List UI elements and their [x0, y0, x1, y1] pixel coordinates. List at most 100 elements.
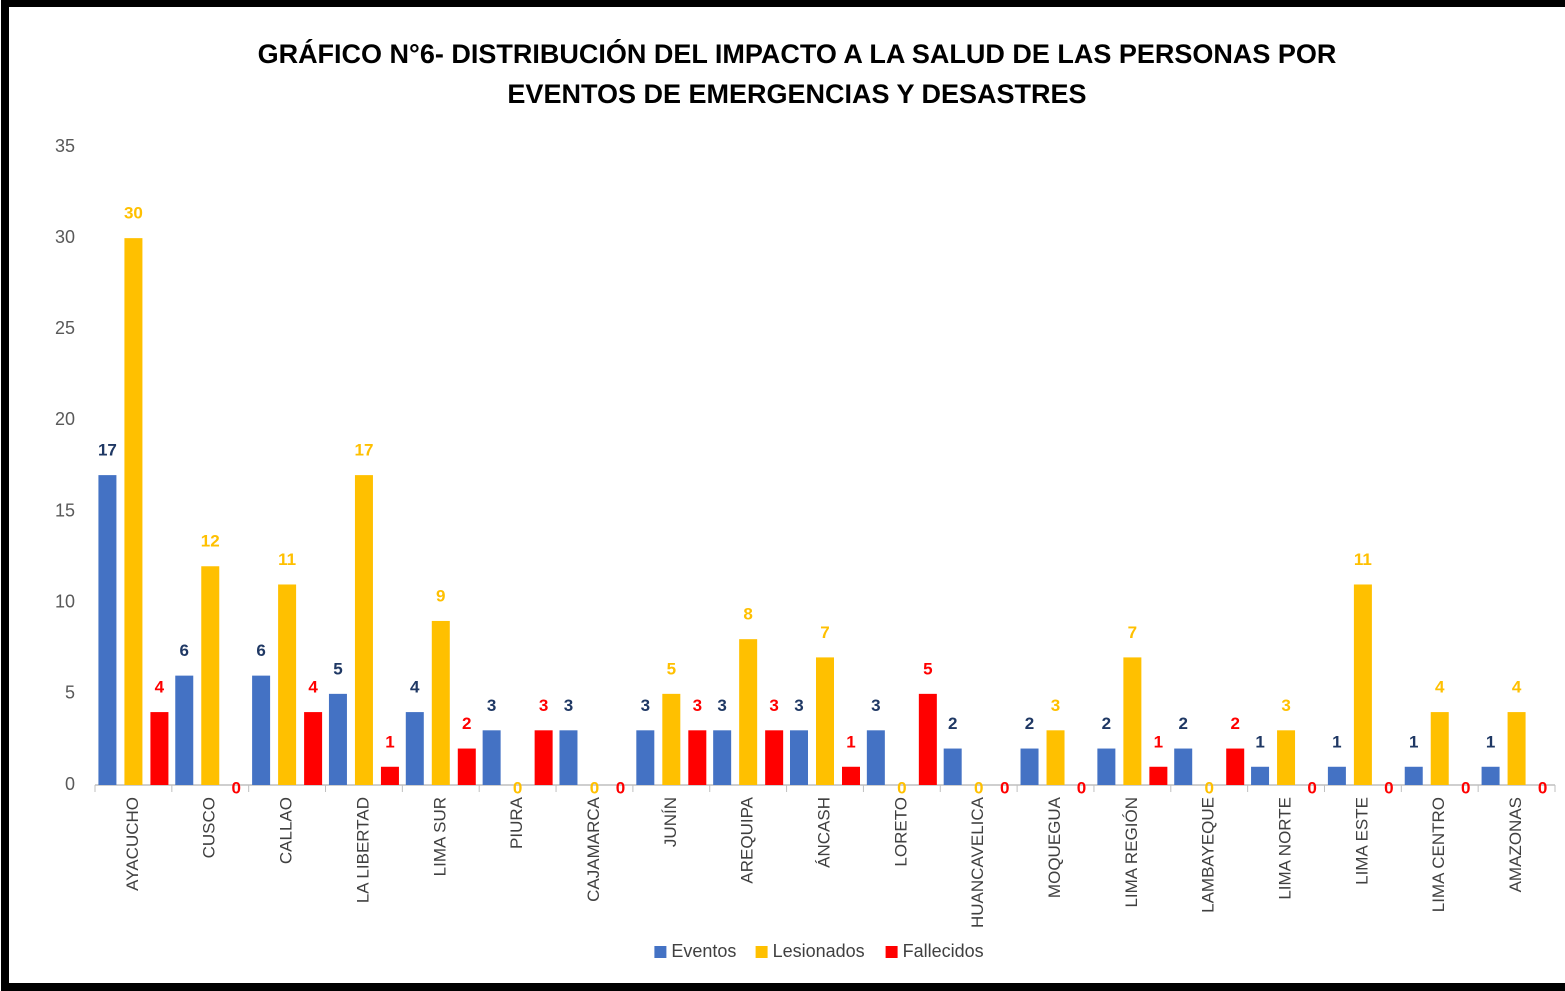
bar: [201, 566, 220, 785]
data-label: 4: [1435, 678, 1445, 697]
data-label: 1: [846, 732, 855, 751]
bar: [457, 748, 476, 785]
data-label: 6: [180, 641, 189, 660]
bar: [431, 620, 450, 785]
x-tick-label: CAJAMARCA: [584, 796, 603, 902]
legend-label: Eventos: [671, 941, 736, 961]
data-label: 4: [308, 678, 318, 697]
bar: [1226, 748, 1245, 785]
bar: [1353, 584, 1372, 785]
data-label: 8: [743, 605, 752, 624]
bar: [252, 675, 271, 785]
data-label: 4: [1512, 678, 1522, 697]
bar: [1097, 748, 1116, 785]
data-label: 2: [1178, 714, 1187, 733]
data-label: 0: [1000, 778, 1009, 797]
data-label: 0: [1538, 778, 1547, 797]
x-tick-label: PIURA: [507, 796, 526, 849]
bar: [842, 766, 860, 785]
x-tick-label: ÁNCASH: [814, 797, 833, 868]
x-tick-label: LA LIBERTAD: [353, 797, 372, 903]
legend-label: Lesionados: [773, 941, 865, 961]
legend-swatch: [654, 946, 667, 958]
bar: [1174, 748, 1193, 785]
bar: [816, 657, 834, 785]
data-label: 2: [1230, 714, 1239, 733]
bar: [713, 730, 732, 785]
data-label: 3: [717, 696, 726, 715]
bar: [1507, 712, 1526, 785]
bar: [1123, 657, 1142, 785]
x-tick-label: LIMA NORTE: [1276, 797, 1295, 900]
bar: [534, 730, 553, 785]
bar: [765, 730, 784, 785]
x-tick-label: AYACUCHO: [123, 797, 142, 891]
data-label: 11: [278, 550, 296, 569]
x-tick-label: LORETO: [891, 797, 910, 867]
bar: [98, 475, 117, 785]
bar: [304, 712, 323, 785]
bar: [636, 730, 655, 785]
data-label: 9: [436, 586, 445, 605]
data-label: 30: [124, 204, 143, 223]
data-label: 0: [897, 778, 906, 797]
bar: [124, 238, 143, 786]
bar: [175, 675, 194, 785]
bar: [943, 748, 962, 785]
data-label: 0: [1077, 778, 1086, 797]
bar: [1404, 766, 1423, 785]
bar: [866, 730, 885, 785]
y-tick-label: 10: [55, 591, 75, 611]
bar: [918, 693, 937, 785]
bar: [1481, 766, 1500, 785]
bar: [278, 584, 297, 785]
data-label: 0: [590, 778, 599, 797]
data-label: 3: [794, 696, 803, 715]
bar: [354, 475, 373, 785]
bar: [790, 730, 808, 785]
data-label: 0: [232, 778, 241, 797]
data-label: 1: [1154, 732, 1163, 751]
data-label: 3: [1281, 696, 1290, 715]
x-tick-label: LIMA SUR: [430, 797, 449, 876]
data-label: 3: [539, 696, 548, 715]
data-label: 1: [1486, 732, 1495, 751]
x-tick-label: CUSCO: [200, 797, 219, 858]
chart-title: GRÁFICO N°6- DISTRIBUCIÓN DEL IMPACTO A …: [258, 38, 1337, 69]
x-tick-label: LIMA REGIÓN: [1122, 797, 1141, 908]
y-tick-label: 25: [55, 318, 75, 338]
data-label: 3: [641, 696, 650, 715]
data-label: 3: [769, 696, 778, 715]
data-label: 2: [1102, 714, 1111, 733]
bar: [1327, 766, 1346, 785]
data-label: 17: [98, 441, 117, 460]
data-label: 0: [974, 778, 983, 797]
data-label: 1: [1409, 732, 1418, 751]
y-tick-label: 5: [65, 683, 75, 703]
legend-swatch: [755, 946, 768, 958]
x-tick-label: LIMA ESTE: [1352, 797, 1371, 885]
y-tick-label: 15: [55, 500, 75, 520]
bar: [482, 730, 501, 785]
bar: [739, 639, 758, 785]
data-label: 11: [1354, 550, 1372, 569]
chart-title: EVENTOS DE EMERGENCIAS Y DESASTRES: [507, 79, 1086, 109]
y-tick-label: 35: [55, 136, 75, 156]
data-label: 12: [201, 532, 220, 551]
bar: [1149, 766, 1168, 785]
data-label: 5: [667, 659, 676, 678]
y-tick-label: 30: [55, 227, 75, 247]
data-label: 3: [871, 696, 880, 715]
data-label: 0: [1307, 778, 1316, 797]
data-label: 1: [1332, 732, 1341, 751]
x-tick-label: AMAZONAS: [1506, 797, 1525, 892]
data-label: 3: [1051, 696, 1060, 715]
data-label: 2: [1025, 714, 1034, 733]
data-label: 4: [155, 678, 165, 697]
bar: [380, 766, 399, 785]
data-label: 5: [333, 659, 342, 678]
data-label: 3: [693, 696, 702, 715]
bar: [1277, 730, 1296, 785]
